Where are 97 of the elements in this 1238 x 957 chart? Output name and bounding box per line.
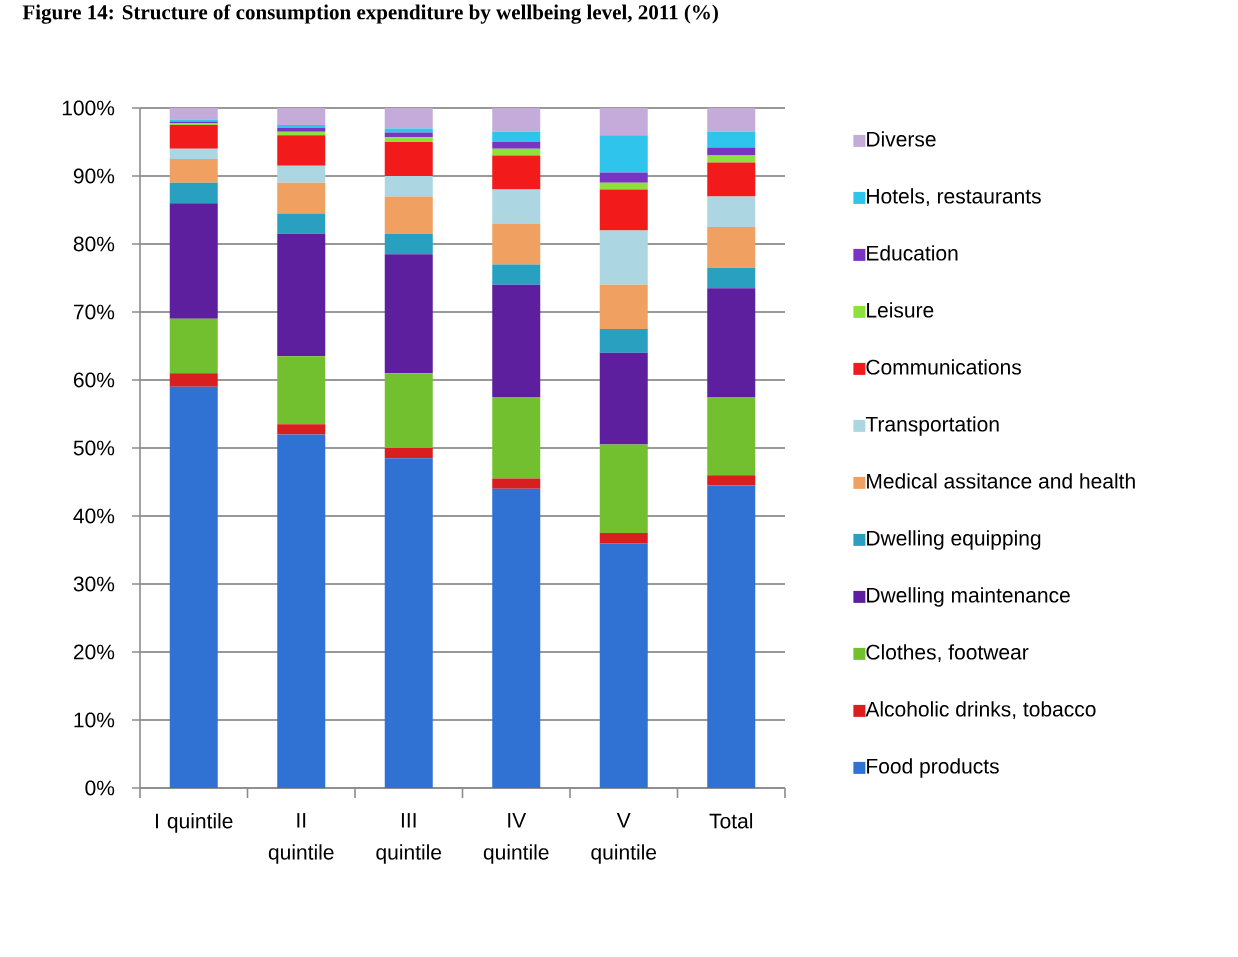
bar [384,447,433,459]
bar [277,213,326,234]
bar [384,254,433,374]
bar [169,158,218,183]
bar [599,543,648,788]
bar [277,165,326,183]
bar [277,356,326,425]
bar [384,373,433,448]
bar [707,107,756,132]
bar [277,424,326,435]
bar [384,132,433,138]
bar [384,175,433,197]
bar [707,147,756,156]
bar [599,352,648,445]
bar [492,396,541,479]
bar [599,182,648,190]
y-tick-label: 80% [73,236,115,252]
bar [384,141,433,176]
legend-label: Communications [866,359,1021,375]
legend-label: Education [867,245,958,261]
chart-title: Figure 14: Structure of consumption expenditure by wellbeing level, 2011 (%) [22,4,718,24]
bar [169,386,218,788]
bar [599,328,648,353]
legend-label: Leisure [867,302,934,318]
bar [599,284,648,329]
y-tick-label: 90% [73,168,115,184]
bar [707,288,756,397]
bar [599,189,648,231]
bar [599,532,648,544]
bar [169,107,218,120]
bar [384,137,433,142]
bar [277,434,326,788]
bar [492,284,541,397]
legend-label: Transportation [865,416,999,436]
bar [492,141,541,149]
bar [169,124,218,149]
bar [707,475,756,486]
bar [492,189,541,224]
legend-label: Alcoholic drinks, tobacco [865,701,1096,720]
y-tick-label: 30% [73,576,115,592]
bar [492,223,541,265]
bar [384,128,433,133]
bar [169,373,218,387]
x-tick-label: I quintile [156,813,233,833]
bar [169,318,218,374]
bar [277,182,326,214]
bar [384,458,433,788]
y-tick-label: 10% [74,712,115,728]
legend-label: Dwelling maintenance [867,587,1070,607]
bar [707,396,756,476]
x-tick-label: V quintile [591,813,657,864]
y-tick-label: 100% [62,100,115,116]
bar [384,233,433,255]
bar [707,267,756,289]
bar [492,488,541,788]
legend-label: Clothes, footwear [866,644,1029,663]
bar [599,444,648,533]
y-tick-label: 20% [73,644,115,660]
bar [169,148,218,159]
y-tick-label: 60% [73,372,115,388]
bar [384,107,433,129]
x-tick-label: II quintile [268,813,334,864]
x-tick-label: III quintile [376,813,442,864]
bar [277,124,326,128]
y-tick-label: 50% [73,440,115,456]
legend-label: Hotels, restaurants [867,188,1041,207]
bar [277,233,326,357]
bar [492,155,541,190]
bar [384,196,433,234]
bar [169,182,218,204]
bar [169,203,218,319]
bar [277,107,326,125]
x-tick-label: IV quintile [483,813,549,864]
bar [492,107,541,132]
legend-label: Food products [867,758,999,778]
bar [707,162,756,197]
bar [599,107,648,136]
bar [599,230,648,285]
bar [277,135,326,166]
y-tick-label: 40% [73,508,115,524]
bar [707,131,756,148]
bar [492,478,541,489]
y-tick-label: 70% [73,304,115,320]
bar [492,264,541,285]
bar [707,485,756,788]
y-tick-label: 0% [85,780,115,796]
bar [707,196,756,227]
legend-label: Dwelling equipping [867,530,1041,550]
legend-label: Medical assitance and health [867,473,1135,489]
bar [599,135,648,173]
bar [707,226,756,268]
bar [492,148,541,156]
legend-label: Diverse [867,131,936,147]
bar [492,131,541,142]
bar [277,127,326,132]
bar [599,172,648,183]
x-tick-label: Total [709,813,753,829]
